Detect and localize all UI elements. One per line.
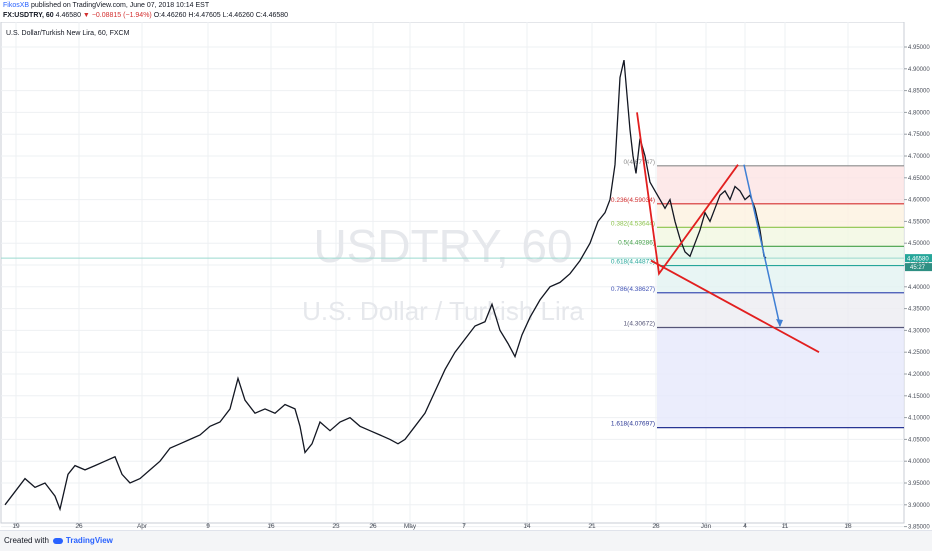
fib-label: 1.618(4.07697) [611,421,655,428]
pattern-line [636,112,739,277]
y-tick-label: 3.90000 [908,503,930,509]
fib-label: 1(4.30672) [624,320,655,327]
x-tick-label: 28 [652,523,660,530]
price-chart[interactable]: U.S. Dollar/Turkish New Lira, 60, FXCM US… [0,22,932,530]
y-tick-label: 4.65000 [908,176,930,182]
last-price-text: 4.46580 [55,12,81,19]
footer-bar: Created with TradingView [0,530,932,551]
y-tick-label: 4.80000 [908,110,930,116]
chart-title: U.S. Dollar/Turkish New Lira, 60, FXCM [6,30,130,37]
x-tick-label: 4 [743,523,747,530]
fib-label: 0.5(4.49286) [618,239,655,246]
y-tick-label: 4.85000 [908,89,930,95]
y-tick-label: 4.35000 [908,307,930,313]
fib-zone [657,265,904,293]
countdown-label: 45:27 [910,265,926,271]
price-series-line [4,59,767,512]
countdown-badge [905,263,932,272]
chart-header: FikosXB published on TradingView.com, Ju… [0,0,932,22]
watermark-symbol: USDTRY, 60 [313,220,572,272]
x-tick-label: May [404,523,417,530]
ohlc-low: L:4.46260 [222,12,254,19]
x-tick-label: 9 [206,523,210,530]
fib-label: 0(4.67747) [624,159,655,166]
fib-label: 0.236(4.59034) [611,197,655,204]
created-text: Created with [4,536,49,545]
x-tick-label: 21 [588,523,596,530]
projection-arrowhead [776,319,783,328]
ohlc-high: H:4.47605 [188,12,221,19]
change-text: −0.08815 (−1.94%) [91,12,152,19]
created-with: Created with TradingView [4,536,113,545]
y-tick-label: 4.55000 [908,219,930,225]
x-tick-label: 23 [332,523,340,530]
x-tick-label: 19 [12,523,20,530]
projection-line [743,164,781,327]
pattern-line [650,259,820,353]
tradingview-link[interactable]: TradingView [65,536,113,545]
y-tick-label: 4.90000 [908,67,930,73]
y-tick-label: 4.15000 [908,394,930,400]
y-tick-label: 4.95000 [908,45,930,51]
fib-zone [657,227,904,247]
y-tick-label: 4.20000 [908,372,930,378]
ohlc-close: C:4.46580 [255,12,289,19]
y-tick-label: 4.05000 [908,437,930,443]
symbol-info: FX:USDTRY, 60 4.46580 ▼ −0.08815 (−1.94%… [3,12,288,19]
author-link[interactable]: FikosXB [3,2,30,9]
x-tick-label: 14 [523,523,531,530]
y-tick-label: 4.75000 [908,132,930,138]
fib-zone [657,246,904,266]
fib-zone [657,327,904,428]
x-tick-label: 7 [462,523,466,530]
y-tick-label: 4.50000 [908,241,930,247]
fib-zone [657,203,904,228]
y-tick-label: 3.95000 [908,481,930,487]
ohlc-open: O:4.46260 [153,12,187,19]
last-price-label: 4.46580 [907,257,929,263]
y-tick-label: 4.70000 [908,154,930,160]
down-arrow-icon: ▼ [82,12,90,19]
y-tick-label: 4.10000 [908,416,930,422]
tradingview-logo-icon [52,537,63,544]
y-tick-label: 4.25000 [908,350,930,356]
fib-label: 0.786(4.38627) [611,286,655,293]
x-tick-label: 26 [369,523,377,530]
y-tick-label: 4.00000 [908,459,930,465]
fib-label: 0.382(4.53644) [611,220,655,227]
y-tick-label: 3.85000 [908,525,930,530]
fib-label: 0.618(4.44873) [611,259,655,266]
x-tick-label: Apr [137,523,148,530]
publish-info: FikosXB published on TradingView.com, Ju… [3,2,209,9]
x-tick-label: 11 [782,523,789,530]
x-tick-label: 26 [75,523,83,530]
symbol-label: FX:USDTRY, 60 [3,12,54,19]
x-tick-label: 18 [844,523,852,530]
last-price-badge [905,254,932,263]
y-tick-label: 4.60000 [908,198,930,204]
y-tick-label: 4.30000 [908,328,930,334]
published-text: published on TradingView.com, June 07, 2… [31,2,210,9]
x-tick-label: 16 [267,523,275,530]
y-tick-label: 4.40000 [908,285,930,291]
x-tick-label: Jun [701,523,712,530]
fib-zone [657,165,904,204]
watermark-name: U.S. Dollar / Turkish Lira [302,296,584,326]
